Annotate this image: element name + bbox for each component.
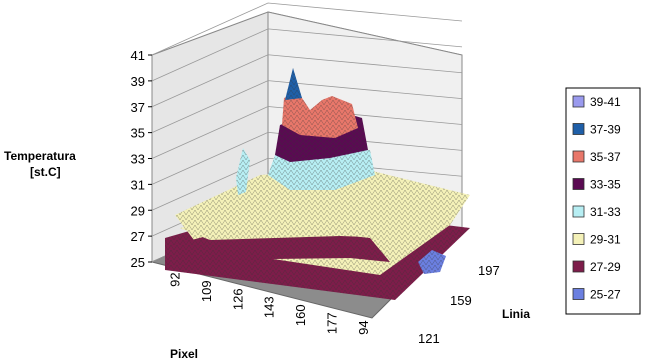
z-axis-title-line1: Temperatura	[4, 149, 76, 163]
legend-label: 33-35	[590, 178, 621, 192]
legend-swatch	[572, 123, 585, 135]
z-tick-label: 39	[131, 74, 145, 89]
temperature-surface	[165, 68, 470, 300]
legend-label: 25-27	[590, 288, 621, 302]
gridline	[151, 80, 463, 133]
x-tick-label: 94	[356, 320, 371, 334]
gridline	[151, 54, 463, 108]
z-axis-title-line2: [st.C]	[30, 165, 61, 179]
x-tick-label: 143	[262, 296, 277, 318]
x-tick-label: 126	[230, 288, 245, 310]
x-tick-label: 109	[199, 280, 214, 302]
legend-swatch	[572, 205, 585, 218]
legend: 39-41 37-39 35-37 33-35 31-33 29-31 27-29 25-27	[565, 87, 641, 315]
gridline	[151, 106, 463, 159]
legend-swatch	[572, 288, 585, 300]
x-axis-ticks: 92 109 126 143 160 177 94	[167, 272, 371, 334]
gridline	[151, 131, 463, 185]
legend-label: 35-37	[590, 150, 621, 164]
y-tick-label: 197	[478, 263, 500, 278]
legend-swatch	[572, 150, 585, 163]
x-tick-label: 177	[325, 312, 340, 334]
z-tick-label: 25	[131, 255, 145, 270]
z-tick-label: 41	[131, 48, 145, 63]
z-axis-ticks: 41 39 37 35 33 31 29 27 25	[131, 48, 152, 270]
y-tick-label: 121	[418, 331, 440, 346]
legend-label: 37-39	[590, 123, 621, 137]
x-tick-label: 160	[293, 304, 308, 326]
legend-swatch	[572, 260, 585, 273]
legend-label: 31-33	[590, 205, 621, 219]
legend-label: 39-41	[590, 95, 621, 109]
z-tick-label: 27	[131, 229, 145, 244]
y-axis-ticks: 197 159 121	[418, 263, 500, 346]
gridline	[151, 2, 463, 56]
z-tick-label: 31	[131, 177, 145, 192]
legend-label: 29-31	[590, 233, 621, 247]
y-axis-title: Linia	[502, 307, 530, 321]
z-tick-label: 33	[131, 152, 145, 167]
legend-label: 27-29	[590, 260, 621, 274]
gridline	[151, 28, 463, 82]
y-tick-label: 159	[450, 293, 472, 308]
gridline	[151, 157, 463, 211]
z-tick-label: 29	[131, 203, 145, 218]
z-tick-label: 37	[131, 100, 145, 115]
x-tick-label: 92	[167, 272, 182, 286]
x-axis-title: Pixel	[170, 347, 198, 361]
legend-swatch	[572, 233, 585, 245]
legend-swatch	[572, 178, 585, 190]
z-tick-label: 35	[131, 126, 145, 141]
legend-swatch	[572, 95, 585, 108]
